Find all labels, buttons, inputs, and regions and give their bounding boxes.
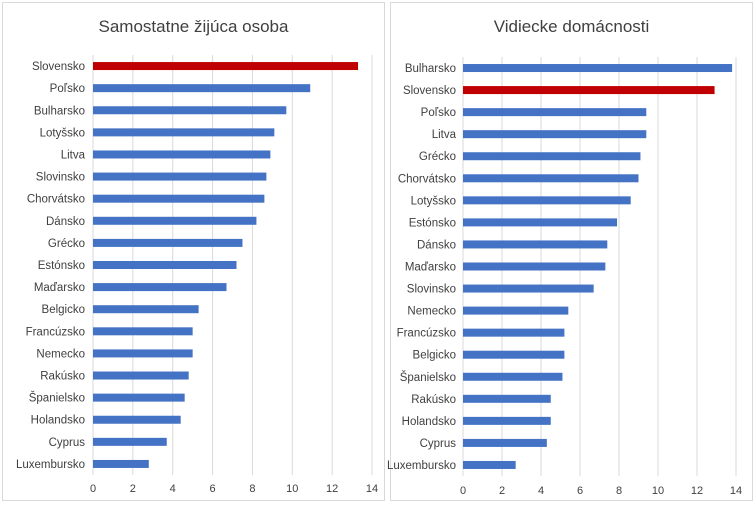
x-tick-label: 2 (130, 483, 136, 495)
x-tick-label: 14 (730, 485, 742, 497)
bar-Španielsko (93, 393, 185, 402)
bar-Poľsko (463, 108, 647, 117)
category-label: Estónsko (38, 260, 85, 272)
category-label: Lotyšsko (40, 127, 85, 139)
x-tick-label: 8 (249, 483, 255, 495)
category-label: Bulharsko (34, 105, 85, 117)
bar-Estónsko (463, 218, 618, 227)
bar-Bulharsko (93, 106, 287, 115)
bar-Francúzsko (93, 327, 193, 336)
bar-Luxembursko (93, 459, 149, 468)
chart-title-right: Vidiecke domácnosti (493, 17, 650, 36)
bar-Nemecko (463, 306, 569, 315)
category-label: Dánsko (417, 239, 456, 251)
category-label: Slovinsko (36, 172, 85, 184)
category-label: Litva (61, 149, 86, 161)
category-label: Litva (432, 129, 457, 141)
category-label: Španielsko (29, 392, 85, 405)
category-label: Dánsko (46, 216, 85, 228)
category-label: Estónsko (409, 217, 456, 229)
category-label: Nemecko (36, 348, 85, 360)
chart-panel-right: Vidiecke domácnosti 0 2 4 6 8 10 12 14 Bulharsko… (387, 2, 753, 501)
bar-Slovensko (463, 86, 715, 95)
x-tick-label: 0 (460, 485, 466, 497)
category-label: Chorvátsko (27, 194, 85, 206)
category-label: Španielsko (400, 371, 456, 384)
bar-Slovinsko (463, 284, 594, 293)
category-label: Grécko (48, 238, 85, 250)
category-label: Holandsko (402, 416, 456, 428)
bar-Lotyšsko (93, 128, 275, 137)
category-label: Francúzsko (397, 328, 456, 340)
category-label: Chorvátsko (398, 173, 456, 185)
category-label: Francúzsko (26, 326, 85, 338)
bar-Slovinsko (93, 172, 267, 181)
bar-Poľsko (93, 84, 311, 93)
category-label: Nemecko (407, 306, 456, 318)
category-label: Lotyšsko (411, 195, 456, 207)
category-label: Luxembursko (16, 459, 85, 471)
bar-Chorvátsko (93, 194, 265, 203)
x-tick-label: 0 (90, 483, 96, 495)
category-label: Belgicko (42, 304, 85, 316)
bar-Grécko (463, 152, 641, 161)
category-label: Maďarsko (34, 282, 85, 294)
x-tick-label: 6 (577, 485, 583, 497)
bar-Dánsko (463, 240, 608, 249)
category-label: Belgicko (413, 350, 456, 362)
bar-Bulharsko (463, 64, 733, 73)
bar-Belgicko (463, 350, 565, 359)
chart-title-left: Samostatne žijúca osoba (98, 17, 289, 36)
bar-Dánsko (93, 216, 257, 225)
category-label: Bulharsko (405, 63, 456, 75)
bar-Cyprus (93, 437, 167, 446)
bar-Lotyšsko (463, 196, 631, 205)
category-label: Slovinsko (407, 284, 456, 296)
category-label: Grécko (419, 151, 456, 163)
x-tick-label: 12 (326, 483, 338, 495)
bar-Litva (93, 150, 271, 159)
category-label: Luxembursko (387, 460, 456, 472)
bar-Luxembursko (463, 460, 516, 469)
bar-chart-right: 0 2 4 6 8 10 12 14 Bulharsko Slovensko Poľsko Litva… (387, 57, 742, 497)
bar-Nemecko (93, 349, 193, 358)
category-label: Holandsko (31, 415, 85, 427)
bar-Cyprus (463, 438, 547, 447)
category-label: Cyprus (49, 437, 86, 449)
x-tick-label: 6 (210, 483, 216, 495)
category-label: Poľsko (421, 107, 456, 119)
x-tick-label: 10 (286, 483, 298, 495)
bar-Holandsko (463, 416, 551, 425)
category-label: Poľsko (50, 83, 85, 95)
x-tick-label: 4 (170, 483, 176, 495)
category-label: Cyprus (420, 438, 457, 450)
bar-Holandsko (93, 415, 181, 424)
bar-Maďarsko (463, 262, 606, 271)
x-tick-label: 4 (538, 485, 544, 497)
category-label: Rakúsko (411, 394, 456, 406)
category-label: Slovensko (403, 85, 456, 97)
bar-Belgicko (93, 305, 199, 314)
category-label: Rakúsko (40, 371, 85, 383)
x-tick-label: 14 (366, 483, 378, 495)
bar-Rakúsko (93, 371, 189, 380)
bar-Grécko (93, 238, 243, 247)
bar-chart-left: 0 2 4 6 8 10 12 14 Slovensko Poľsko Bulharsko Lotyš… (16, 55, 378, 495)
x-tick-label: 2 (499, 485, 505, 497)
category-label: Maďarsko (405, 262, 456, 274)
bar-Španielsko (463, 372, 563, 381)
bar-Francúzsko (463, 328, 565, 337)
bar-Maďarsko (93, 283, 227, 292)
x-tick-label: 8 (616, 485, 622, 497)
chart-panel-left: Samostatne žijúca osoba 0 2 4 6 8 10 12 14 Slove… (2, 2, 385, 501)
x-tick-label: 12 (691, 485, 703, 497)
bar-Litva (463, 130, 647, 139)
bar-Chorvátsko (463, 174, 639, 183)
bar-Rakúsko (463, 394, 551, 403)
bar-Estónsko (93, 261, 237, 269)
x-tick-label: 10 (652, 485, 664, 497)
bar-Slovensko (93, 62, 359, 71)
category-label: Slovensko (32, 61, 85, 73)
